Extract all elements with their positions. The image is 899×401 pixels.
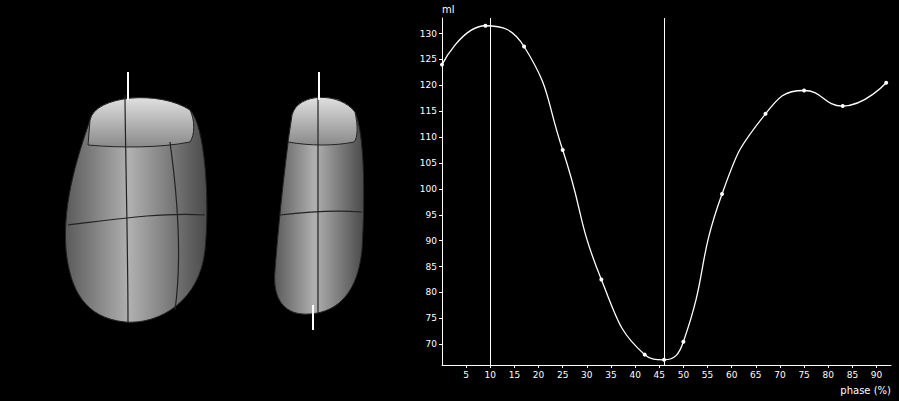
svg-text:60: 60 [726,370,738,380]
svg-text:35: 35 [605,370,616,380]
svg-text:15: 15 [509,370,520,380]
svg-text:80: 80 [426,287,438,297]
svg-text:50: 50 [678,370,690,380]
svg-text:65: 65 [750,370,761,380]
svg-text:95: 95 [426,210,437,220]
svg-text:45: 45 [654,370,665,380]
svg-text:20: 20 [533,370,545,380]
svg-text:25: 25 [557,370,568,380]
svg-text:125: 125 [420,54,437,64]
svg-text:5: 5 [463,370,469,380]
svg-text:70: 70 [426,339,438,349]
svg-text:10: 10 [485,370,497,380]
svg-text:110: 110 [420,132,437,142]
svg-text:90: 90 [871,370,883,380]
svg-text:70: 70 [774,370,786,380]
svg-text:80: 80 [823,370,835,380]
svg-text:100: 100 [420,184,437,194]
svg-text:40: 40 [629,370,641,380]
svg-text:30: 30 [581,370,593,380]
svg-text:85: 85 [426,262,437,272]
svg-text:phase (%): phase (%) [840,385,891,396]
svg-text:75: 75 [798,370,809,380]
svg-text:130: 130 [420,29,437,39]
svg-text:115: 115 [420,106,437,116]
svg-text:ml: ml [442,4,455,15]
svg-text:55: 55 [702,370,713,380]
svg-text:85: 85 [847,370,858,380]
svg-text:105: 105 [420,158,437,168]
svg-text:90: 90 [426,236,438,246]
svg-text:75: 75 [426,313,437,323]
svg-text:120: 120 [420,80,437,90]
